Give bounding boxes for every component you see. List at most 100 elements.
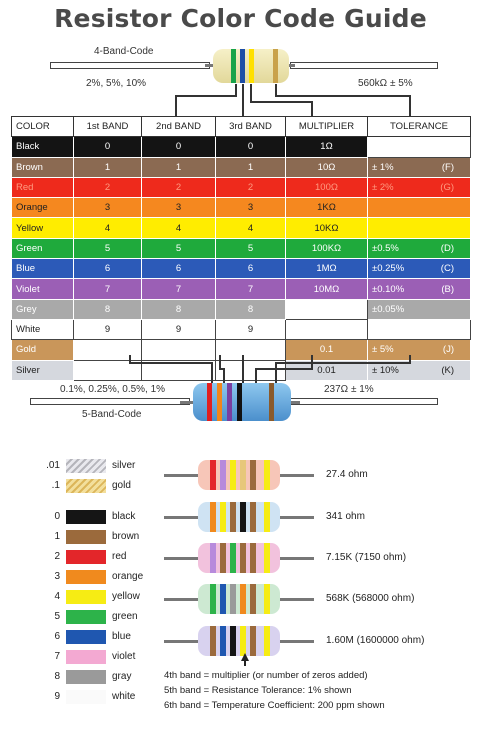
band-2-cell: 3 — [141, 197, 216, 219]
tolerance-value: ±0.5% — [372, 242, 399, 254]
table-row: Red 2 2 2 100Ω ± 2% (G) — [11, 176, 471, 199]
table-row: Grey 8 8 8 ±0.05% — [11, 298, 471, 320]
band-3-cell — [215, 359, 286, 381]
note-5th-band: 5th band = Resistance Tolerance: 1% show… — [164, 685, 352, 696]
band-2-cell: 7 — [141, 278, 216, 300]
arrow-up-icon — [241, 653, 249, 661]
example-resistor — [198, 502, 280, 532]
color-name-cell: Yellow — [11, 217, 74, 239]
tolerance-cell: ±0.10% (B) — [367, 278, 471, 300]
band-1-cell: 6 — [73, 258, 142, 280]
five-band-right-bar — [290, 398, 438, 405]
resistor-band — [210, 543, 216, 573]
legend-color-name: yellow — [112, 591, 140, 602]
multiplier-cell: 10Ω — [285, 156, 368, 178]
four-band-connectors — [175, 84, 411, 116]
legend-swatch — [66, 610, 106, 624]
table-header-row: COLOR 1st BAND 2nd BAND 3rd BAND MULTIPL… — [11, 115, 471, 138]
legend-swatch — [66, 550, 106, 564]
resistor-band — [231, 49, 236, 83]
band-3-cell: 4 — [215, 217, 286, 239]
legend-swatch — [66, 570, 106, 584]
header-color: COLOR — [11, 115, 74, 138]
multiplier-cell: 0.1 — [285, 339, 368, 361]
table-row: Black 0 0 0 1Ω — [11, 136, 471, 158]
resistor-band — [210, 584, 216, 614]
example-resistor — [198, 626, 280, 656]
legend-color-name: violet — [112, 651, 136, 662]
band-1-cell: 4 — [73, 217, 142, 239]
band-3-cell — [215, 339, 286, 361]
example-resistor — [198, 584, 280, 614]
color-name-cell: Black — [11, 136, 74, 158]
resistor-band — [220, 626, 226, 656]
multiplier-cell: 100Ω — [285, 176, 368, 199]
resistor-band — [230, 460, 236, 490]
legend-digit: 9 — [54, 691, 60, 702]
table-row: Brown 1 1 1 10Ω ± 1% (F) — [11, 156, 471, 178]
tolerance-code: (K) — [441, 364, 454, 376]
legend-digit: 3 — [54, 571, 60, 582]
resistor-band — [264, 543, 270, 573]
color-name-cell: Violet — [11, 278, 74, 300]
legend-color-name: green — [112, 611, 138, 622]
resistor-band — [230, 584, 236, 614]
color-name-cell: Blue — [11, 258, 74, 280]
band-2-cell: 5 — [141, 237, 216, 260]
band-3-cell: 1 — [215, 156, 286, 178]
legend-color-name: gray — [112, 671, 132, 682]
header-1st-band: 1st BAND — [73, 115, 142, 138]
example-value: 7.15K (7150 ohm) — [326, 552, 407, 563]
legend-swatch — [66, 590, 106, 604]
multiplier-cell: 1KΩ — [285, 197, 368, 219]
legend-swatch — [66, 530, 106, 544]
band-2-cell: 0 — [141, 136, 216, 158]
tolerance-value: ±0.25% — [372, 263, 405, 275]
legend-color-name: blue — [112, 631, 131, 642]
resistor-band — [217, 383, 222, 421]
band-2-cell: 4 — [141, 217, 216, 239]
resistor-band — [240, 460, 246, 490]
band-2-cell — [141, 359, 216, 381]
band-1-cell: 7 — [73, 278, 142, 300]
legend-color-name: red — [112, 551, 127, 562]
legend-digit: .01 — [46, 460, 60, 471]
tolerance-code: (G) — [440, 182, 454, 194]
tolerance-cell: ± 5% (J) — [367, 339, 471, 361]
resistor-band — [269, 383, 274, 421]
resistor-band — [264, 502, 270, 532]
band-3-cell: 5 — [215, 237, 286, 260]
example-resistor — [198, 460, 280, 490]
band-3-cell: 6 — [215, 258, 286, 280]
color-code-table: COLOR 1st BAND 2nd BAND 3rd BAND MULTIPL… — [11, 115, 471, 381]
band-3-cell: 8 — [215, 298, 286, 320]
resistor-band — [240, 626, 246, 656]
tolerance-value: ± 2% — [372, 182, 394, 194]
resistor-band — [220, 584, 226, 614]
example-resistor — [198, 543, 280, 573]
resistor-band — [230, 502, 236, 532]
multiplier-cell: 100KΩ — [285, 237, 368, 260]
five-band-resistor — [193, 383, 291, 421]
resistor-band — [273, 49, 278, 83]
color-name-cell: Red — [11, 176, 74, 199]
legend-color-name: black — [112, 511, 136, 522]
resistor-band — [207, 383, 212, 421]
five-band-right-caption: 237Ω ± 1% — [324, 384, 374, 395]
legend-digit: 4 — [54, 591, 60, 602]
legend-swatch — [66, 459, 106, 473]
legend-color-name: silver — [112, 460, 136, 471]
tolerance-cell: ±0.5% (D) — [367, 237, 471, 260]
legend-digit: 7 — [54, 651, 60, 662]
resistor-band — [264, 584, 270, 614]
resistor-band — [240, 49, 245, 83]
legend-color-name: orange — [112, 571, 144, 582]
legend-swatch — [66, 650, 106, 664]
resistor-band — [240, 543, 246, 573]
resistor-band — [240, 502, 246, 532]
five-band-left-bar — [30, 398, 190, 405]
band-1-cell: 2 — [73, 176, 142, 199]
arrow-stem — [244, 660, 246, 666]
resistor-band — [227, 383, 232, 421]
resistor-band — [250, 626, 256, 656]
